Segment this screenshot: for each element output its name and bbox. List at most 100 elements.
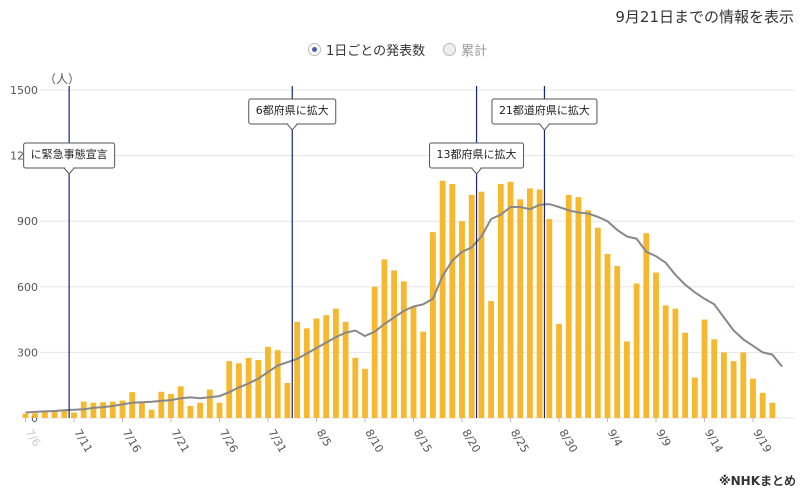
cumulative-radio[interactable]: 累計 (443, 40, 487, 59)
bar (226, 361, 233, 418)
bar (449, 184, 456, 418)
event-pointer (286, 123, 299, 131)
bar (488, 301, 494, 418)
event-label: に緊急事態宣言 (31, 147, 108, 161)
x-tick-label: 7/21 (168, 427, 192, 455)
bar (342, 321, 349, 418)
event-callout: 6都府県に拡大 (248, 98, 337, 131)
y-tick-label: 300 (17, 346, 38, 359)
bar (255, 360, 262, 418)
bar (459, 221, 465, 418)
bar (575, 197, 582, 418)
bar (439, 180, 446, 418)
bar (527, 188, 533, 418)
bar (556, 323, 562, 418)
bar (129, 392, 136, 418)
bar (148, 409, 155, 418)
bar (284, 383, 291, 418)
event-label: 6都府県に拡大 (256, 103, 329, 117)
bar (594, 227, 601, 418)
bar (507, 181, 514, 418)
bar (197, 402, 203, 418)
x-tick-label: 9/19 (750, 427, 774, 455)
bar (546, 219, 553, 418)
bar (371, 286, 378, 418)
bar (643, 233, 650, 418)
bar (701, 319, 708, 418)
bar (759, 392, 766, 418)
bar (400, 281, 407, 418)
bar (22, 413, 29, 418)
x-tick-label: 9/4 (605, 427, 625, 449)
bar (362, 368, 368, 418)
radio-selected-icon (308, 43, 321, 56)
bar (71, 412, 77, 418)
bar (313, 318, 320, 418)
bar (497, 184, 504, 418)
bar (381, 259, 388, 418)
bar (177, 386, 184, 418)
bar (614, 266, 621, 418)
bar (61, 409, 68, 418)
y-axis-label: （人） (44, 72, 80, 86)
event-pointer (63, 167, 76, 175)
bar (323, 315, 330, 418)
cumulative-radio-label: 累計 (461, 44, 488, 59)
x-tick-label: 9/9 (653, 427, 673, 449)
bar (100, 402, 106, 418)
bar (536, 189, 543, 418)
bar (740, 352, 747, 418)
event-pointer (538, 123, 551, 131)
x-tick-label: 7/26 (217, 427, 241, 455)
event-pointer (470, 167, 483, 175)
bar (682, 332, 688, 418)
bar (206, 389, 213, 418)
bar (109, 401, 116, 418)
bar (391, 270, 397, 418)
daily-radio-label: 1日ごとの発表数 (326, 44, 426, 59)
bar (750, 378, 756, 418)
event-callout: に緊急事態宣言 (23, 142, 116, 175)
daily-radio[interactable]: 1日ごとの発表数 (308, 40, 425, 59)
y-tick-label: 1500 (10, 84, 38, 97)
event-label: 13都府県に拡大 (437, 147, 517, 161)
bar (420, 331, 427, 418)
bar (633, 283, 640, 418)
x-tick-label: 8/5 (314, 427, 334, 449)
bar (662, 305, 669, 418)
source-note: ※NHKまとめ (718, 474, 796, 488)
x-tick-label: 8/15 (411, 427, 435, 455)
bar (517, 199, 524, 418)
bar (730, 361, 737, 418)
bar (236, 363, 242, 418)
bar (410, 306, 417, 418)
bar (32, 413, 39, 418)
x-tick-label: 7/16 (120, 427, 144, 455)
bar (42, 411, 48, 418)
bar (333, 308, 339, 418)
mode-toggle: 1日ごとの発表数 累計 (308, 40, 505, 59)
y-tick-label: 0 (31, 412, 38, 425)
x-tick-label: 8/30 (556, 427, 580, 455)
bar (565, 194, 572, 418)
x-tick-label: 9/14 (702, 427, 726, 455)
bar (139, 401, 145, 418)
bar (294, 321, 300, 418)
bar (624, 341, 630, 418)
event-callout: 21都道府県に拡大 (491, 98, 598, 131)
bar (265, 346, 271, 418)
bar (653, 272, 659, 418)
x-tick-label: 7/31 (265, 427, 289, 455)
average-line (25, 203, 783, 414)
x-tick-label: 7/11 (71, 427, 95, 455)
x-tick-label: 8/25 (508, 427, 532, 455)
bar (119, 400, 126, 418)
bar (51, 411, 58, 418)
y-tick-label: 900 (17, 215, 38, 228)
bar (274, 350, 281, 418)
bar (672, 308, 679, 418)
bar (216, 402, 223, 418)
info-date-text: 9月21日までの情報を表示 (615, 8, 794, 26)
event-label: 21都道府県に拡大 (499, 103, 590, 117)
